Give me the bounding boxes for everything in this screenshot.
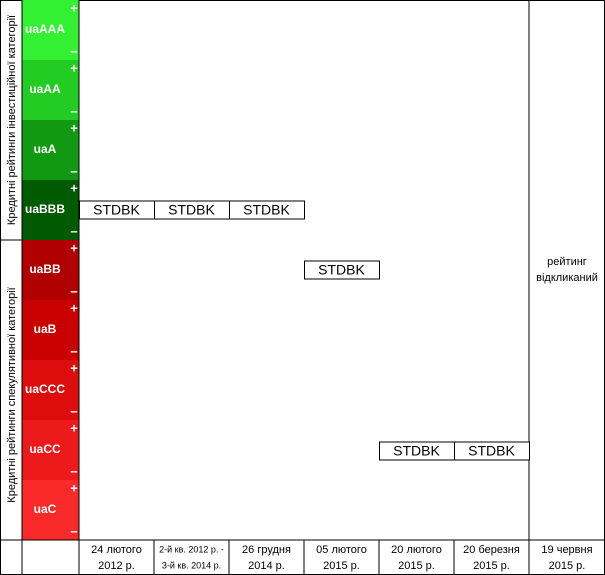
withdrawn-label: рейтинг: [547, 256, 587, 268]
minus-sign: –: [70, 103, 77, 118]
rating-cell: [22, 300, 79, 360]
date-label: 2012 р.: [98, 560, 135, 572]
date-label: 2-й кв. 2012 р. -: [159, 544, 224, 554]
date-label: 20 березня: [463, 544, 520, 556]
minus-sign: –: [70, 223, 77, 238]
rating-cell: [22, 120, 79, 180]
rating-label: uaBBB: [25, 202, 65, 216]
date-label: 20 лютого: [391, 544, 442, 556]
date-label: 2015 р.: [398, 560, 435, 572]
date-label: 26 грудня: [242, 544, 291, 556]
minus-sign: –: [70, 403, 77, 418]
date-label: 24 лютого: [91, 544, 142, 556]
minus-sign: –: [70, 463, 77, 478]
rating-label: uaCC: [29, 442, 61, 456]
rating-value: STDBK: [468, 443, 515, 459]
plus-sign: +: [70, 420, 78, 435]
category-label: Кредитні рейтинги інвестиційної категорі…: [6, 15, 18, 225]
rating-value: STDBK: [318, 262, 365, 278]
rating-label: uaCCC: [25, 382, 65, 396]
plus-sign: +: [70, 0, 78, 15]
date-label: 2015 р.: [323, 560, 360, 572]
plus-sign: +: [70, 240, 78, 255]
minus-sign: –: [70, 43, 77, 58]
date-label: 19 червня: [541, 544, 592, 556]
minus-sign: –: [70, 163, 77, 178]
rating-value: STDBK: [93, 202, 140, 218]
rating-label: uaAAA: [25, 22, 65, 36]
plus-sign: +: [70, 480, 78, 495]
rating-cell: [22, 0, 79, 60]
minus-sign: –: [70, 523, 77, 538]
rating-value: STDBK: [168, 202, 215, 218]
plus-sign: +: [70, 300, 78, 315]
date-label: 2015 р.: [473, 560, 510, 572]
plus-sign: +: [70, 120, 78, 135]
rating-label: uaA: [34, 142, 57, 156]
date-label: 3-й кв. 2014 р.: [162, 560, 221, 570]
category-label: Кредитні рейтинги спекулятивної категорі…: [6, 287, 18, 502]
rating-cell: [22, 240, 79, 300]
rating-box: [304, 260, 380, 280]
rating-cell: [22, 420, 79, 480]
minus-sign: –: [70, 283, 77, 298]
rating-cell: [22, 360, 79, 420]
rating-value: STDBK: [393, 443, 440, 459]
date-label: 2014 р.: [248, 560, 285, 572]
rating-label: uaC: [34, 502, 57, 516]
rating-label: uaAA: [29, 82, 61, 96]
rating-box: [454, 441, 530, 461]
rating-cell: [22, 60, 79, 120]
rating-box: [229, 200, 305, 220]
rating-cell: [22, 180, 79, 240]
plus-sign: +: [70, 60, 78, 75]
plus-sign: +: [70, 180, 78, 195]
date-label: 05 лютого: [316, 544, 367, 556]
withdrawn-label: відкликаний: [536, 272, 598, 284]
rating-label: uaBB: [29, 262, 61, 276]
rating-value: STDBK: [243, 202, 290, 218]
rating-label: uaB: [34, 322, 57, 336]
date-label: 2015 р.: [549, 560, 586, 572]
minus-sign: –: [70, 343, 77, 358]
plus-sign: +: [70, 360, 78, 375]
rating-cell: [22, 480, 79, 540]
